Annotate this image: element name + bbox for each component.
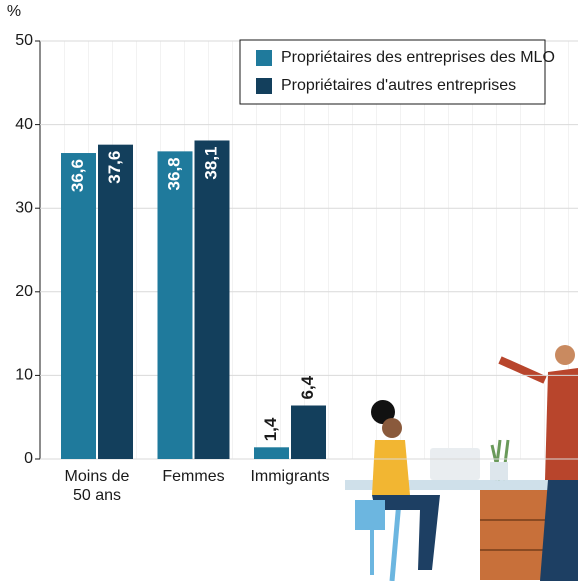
x-tick-label: Moins de 50 ans [64,468,130,504]
bar [254,447,289,459]
illustration [345,345,578,581]
value-label: 36,6 [68,159,87,192]
bar [98,144,133,459]
value-label: 1,4 [261,417,280,441]
bar [291,405,326,459]
y-tick-label: 0 [24,450,33,467]
value-label: 36,8 [164,157,183,190]
bar [61,153,96,460]
y-tick-label: 20 [15,283,33,300]
legend-label: Propriétaires d'autres entreprises [281,77,516,94]
value-label: 38,1 [201,146,220,179]
y-tick-label: 40 [15,116,33,133]
value-label: 37,6 [105,151,124,184]
bar [157,151,193,460]
y-tick-label: 50 [15,32,33,49]
legend-swatch [256,78,272,94]
legend-label: Propriétaires des entreprises des MLO [281,49,555,66]
y-tick-label: 30 [15,199,33,216]
bar [194,140,230,459]
y-axis-label: % [7,3,21,20]
legend-box [239,39,546,105]
y-tick-label: 10 [15,367,33,384]
legend-swatch [256,50,272,66]
x-tick-label: Immigrants [250,468,330,485]
x-tick-label: Femmes [162,468,225,485]
value-label: 6,4 [298,375,317,399]
